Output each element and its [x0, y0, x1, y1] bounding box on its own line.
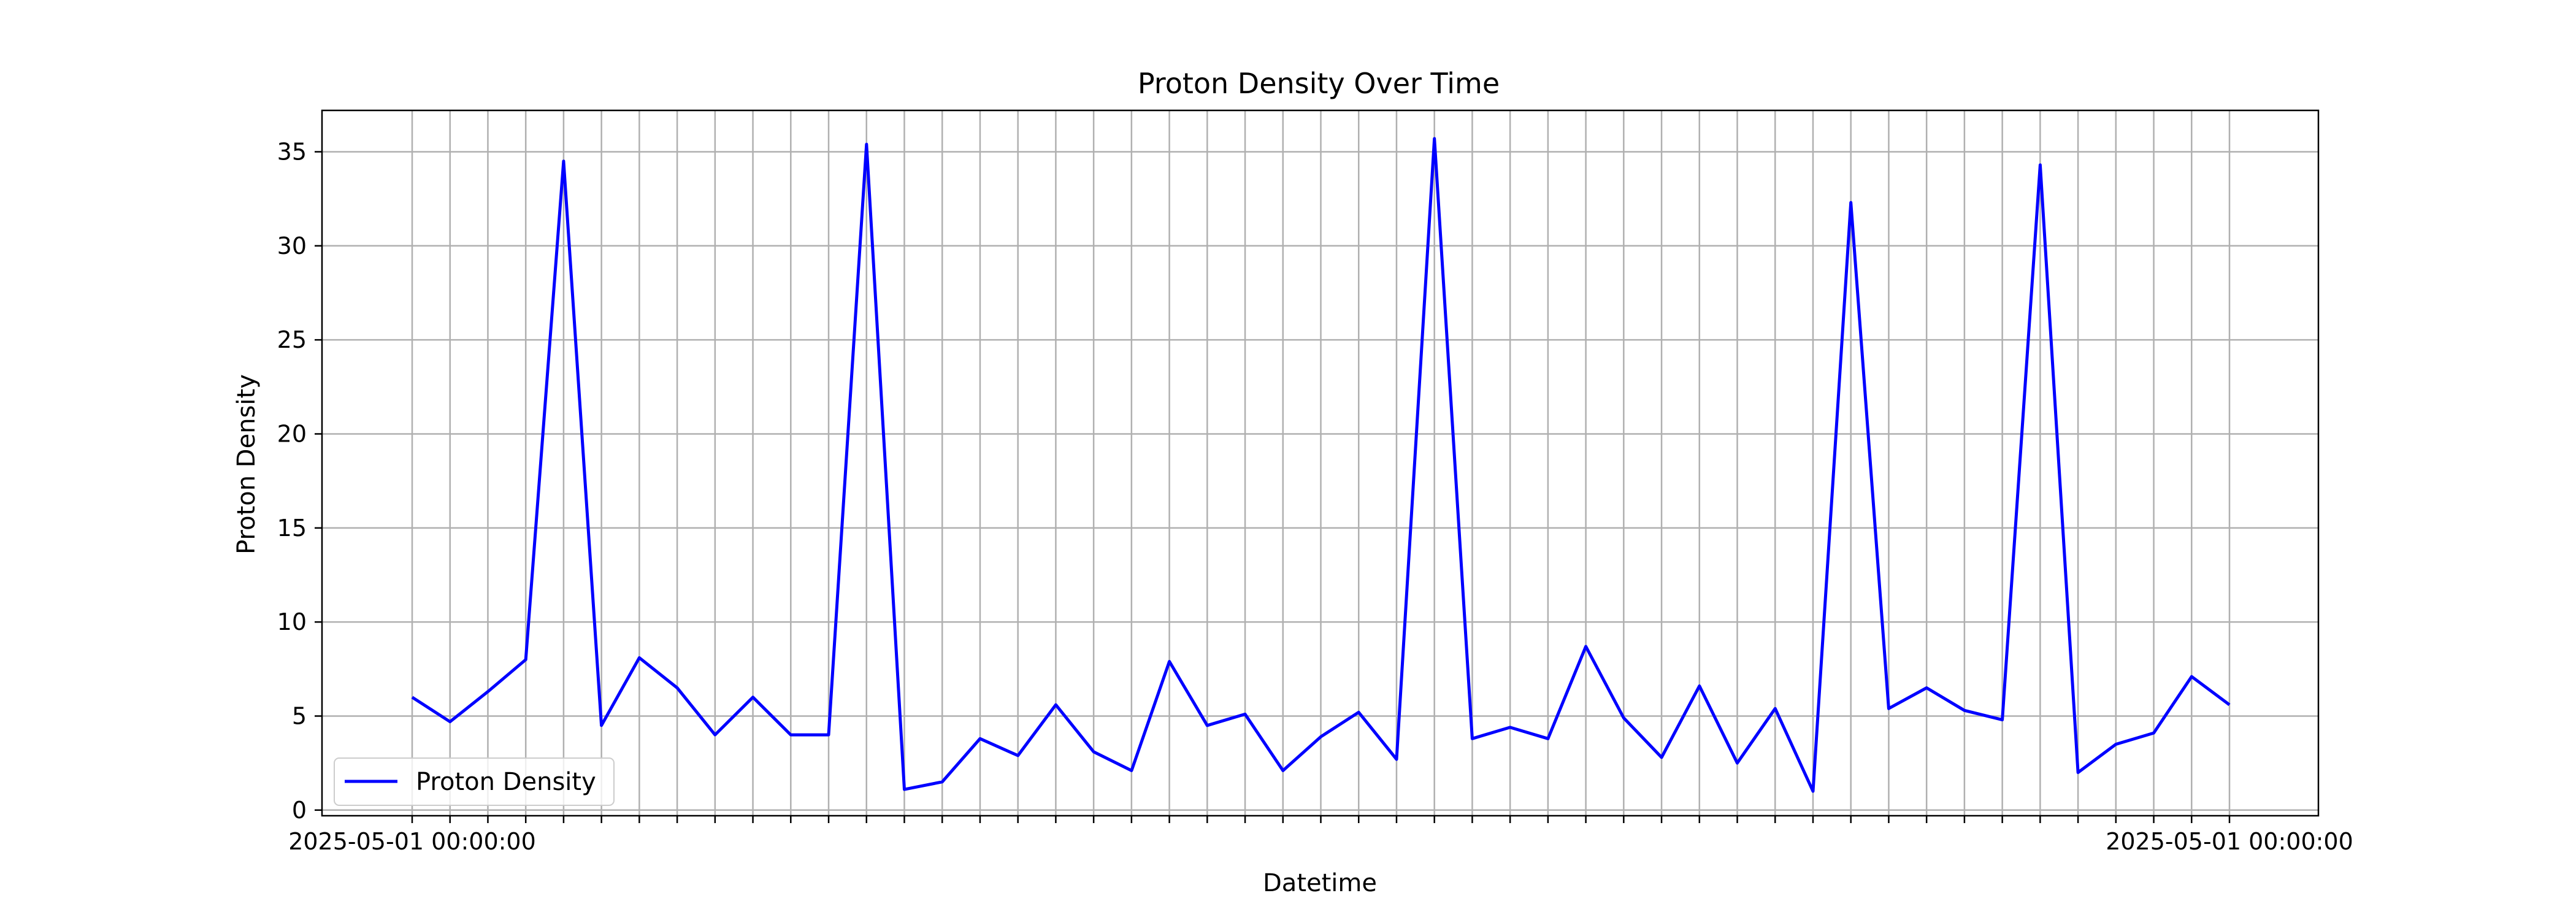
- y-tick-label: 30: [277, 232, 307, 259]
- legend-entry-proton-density: Proton Density: [416, 768, 596, 796]
- y-tick-label: 35: [277, 138, 307, 165]
- y-axis-ticks: 0 5 10 15 20 25 30 35: [277, 138, 322, 824]
- y-tick-label: 15: [277, 515, 307, 542]
- y-tick-label: 5: [292, 702, 307, 729]
- series-line-proton-density: [411, 137, 2231, 793]
- legend: Proton Density: [334, 757, 615, 806]
- y-tick-label: 10: [277, 608, 307, 635]
- x-tick-label: 2025-05-01 00:00:00: [288, 828, 536, 855]
- plot-frame: [321, 109, 2320, 817]
- y-tick-label: 0: [292, 797, 307, 824]
- x-axis-label: Datetime: [1263, 869, 1377, 897]
- y-tick-label: 25: [277, 326, 307, 353]
- x-axis-ticks: 2025-05-01 00:00:00 2025-05-01 00:00:00: [288, 816, 2353, 855]
- chart-title: Proton Density Over Time: [1138, 67, 1500, 100]
- legend-box: [334, 757, 615, 806]
- grid-lines: [322, 110, 2318, 816]
- y-axis-label: Proton Density: [232, 374, 261, 554]
- x-tick-label: 2025-05-01 00:00:00: [2106, 828, 2353, 855]
- y-tick-label: 20: [277, 420, 307, 447]
